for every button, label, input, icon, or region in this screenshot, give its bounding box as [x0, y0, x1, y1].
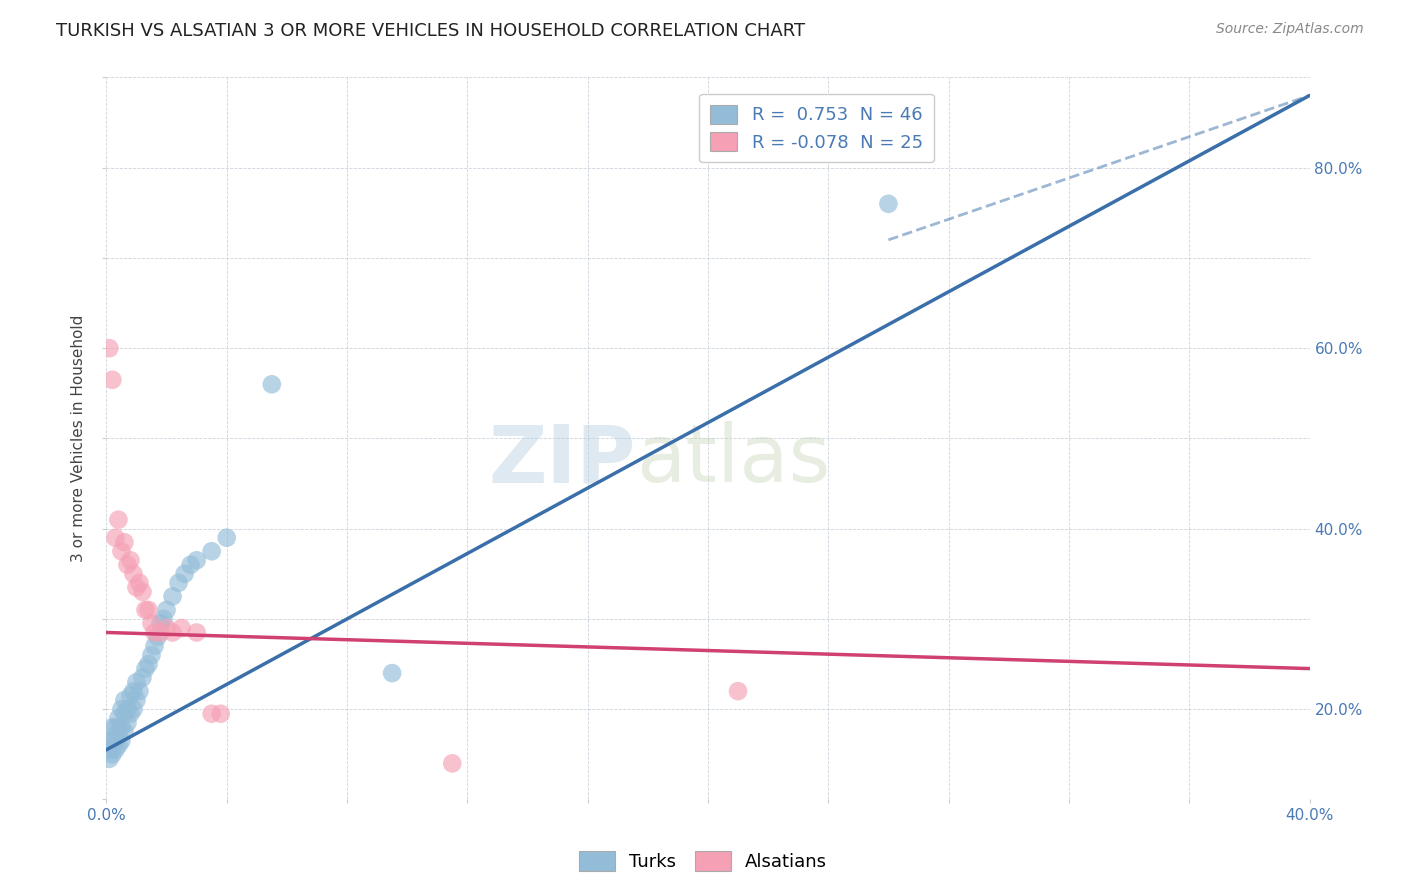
- Point: [98, 341, 121, 355]
- Point: [138, 657, 160, 671]
- Point: [186, 625, 208, 640]
- Legend: R =  0.753  N = 46, R = -0.078  N = 25: R = 0.753 N = 46, R = -0.078 N = 25: [699, 94, 934, 162]
- Point: [152, 612, 174, 626]
- Point: [180, 558, 202, 572]
- Point: [141, 648, 163, 662]
- Point: [381, 666, 404, 681]
- Y-axis label: 3 or more Vehicles in Household: 3 or more Vehicles in Household: [72, 315, 86, 562]
- Point: [98, 743, 121, 757]
- Point: [112, 724, 135, 739]
- Point: [441, 756, 464, 771]
- Point: [143, 639, 166, 653]
- Point: [201, 544, 224, 558]
- Point: [98, 752, 121, 766]
- Point: [727, 684, 749, 698]
- Point: [125, 675, 148, 690]
- Point: [112, 535, 135, 549]
- Point: [173, 566, 195, 581]
- Point: [122, 702, 145, 716]
- Text: ZIP: ZIP: [488, 421, 636, 500]
- Point: [186, 553, 208, 567]
- Point: [209, 706, 232, 721]
- Point: [155, 603, 177, 617]
- Legend: Turks, Alsatians: Turks, Alsatians: [572, 844, 834, 879]
- Point: [117, 558, 139, 572]
- Point: [104, 531, 127, 545]
- Point: [117, 702, 139, 716]
- Point: [120, 689, 142, 703]
- Point: [120, 553, 142, 567]
- Point: [117, 715, 139, 730]
- Point: [143, 625, 166, 640]
- Point: [162, 590, 184, 604]
- Text: atlas: atlas: [636, 421, 830, 500]
- Point: [170, 621, 193, 635]
- Point: [101, 720, 124, 734]
- Point: [125, 580, 148, 594]
- Point: [134, 662, 156, 676]
- Point: [110, 702, 132, 716]
- Point: [201, 706, 224, 721]
- Point: [107, 513, 129, 527]
- Point: [146, 630, 169, 644]
- Point: [149, 616, 172, 631]
- Point: [138, 603, 160, 617]
- Point: [98, 733, 121, 747]
- Point: [112, 706, 135, 721]
- Point: [107, 739, 129, 753]
- Point: [107, 711, 129, 725]
- Point: [122, 566, 145, 581]
- Text: TURKISH VS ALSATIAN 3 OR MORE VEHICLES IN HOUSEHOLD CORRELATION CHART: TURKISH VS ALSATIAN 3 OR MORE VEHICLES I…: [56, 22, 806, 40]
- Point: [141, 616, 163, 631]
- Point: [110, 544, 132, 558]
- Point: [155, 621, 177, 635]
- Point: [131, 585, 153, 599]
- Point: [110, 733, 132, 747]
- Point: [128, 575, 150, 590]
- Point: [120, 706, 142, 721]
- Point: [112, 693, 135, 707]
- Point: [104, 720, 127, 734]
- Point: [134, 603, 156, 617]
- Point: [101, 373, 124, 387]
- Point: [104, 743, 127, 757]
- Point: [122, 684, 145, 698]
- Point: [104, 733, 127, 747]
- Point: [125, 693, 148, 707]
- Point: [162, 625, 184, 640]
- Point: [877, 196, 900, 211]
- Point: [215, 531, 238, 545]
- Text: Source: ZipAtlas.com: Source: ZipAtlas.com: [1216, 22, 1364, 37]
- Point: [110, 720, 132, 734]
- Point: [107, 724, 129, 739]
- Point: [101, 747, 124, 762]
- Point: [101, 733, 124, 747]
- Point: [149, 625, 172, 640]
- Point: [131, 671, 153, 685]
- Point: [260, 377, 283, 392]
- Point: [128, 684, 150, 698]
- Point: [167, 575, 190, 590]
